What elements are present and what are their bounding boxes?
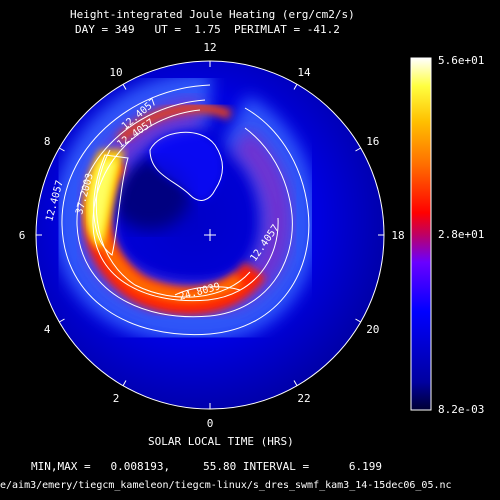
clock-label-6: 6 xyxy=(19,229,26,242)
clock-ticks xyxy=(36,61,384,409)
clock-label-18: 18 xyxy=(391,229,404,242)
clock-label-10: 10 xyxy=(109,66,122,79)
file-path: e/aim3/emery/tiegcm_kameleon/tiegcm-linu… xyxy=(0,480,452,491)
clock-tick xyxy=(355,147,361,152)
clock-tick xyxy=(59,147,65,152)
chart-subtitle: DAY = 349 UT = 1.75 PERIMLAT = -41.2 xyxy=(75,23,340,36)
clock-tick xyxy=(355,318,361,323)
clock-label-0: 0 xyxy=(207,417,214,430)
colorbar-min-label: 8.2e-03 xyxy=(438,403,485,416)
clock-tick xyxy=(293,380,298,386)
clock-label-12: 12 xyxy=(203,41,216,54)
center-cross xyxy=(204,229,216,241)
chart-title: Height-integrated Joule Heating (erg/cm2… xyxy=(70,8,355,21)
colorbar xyxy=(410,57,432,411)
clock-label-2: 2 xyxy=(113,392,120,405)
clock-label-20: 20 xyxy=(366,323,379,336)
stats-line: MIN,MAX = 0.008193, 55.80 INTERVAL = 6.1… xyxy=(31,460,382,473)
colorbar-max-label: 5.6e+01 xyxy=(438,54,485,67)
clock-tick xyxy=(122,84,127,90)
clock-labels: 12 14 16 18 20 22 0 2 4 6 8 10 xyxy=(19,41,405,430)
clock-label-4: 4 xyxy=(44,323,51,336)
clock-label-14: 14 xyxy=(297,66,311,79)
clock-label-16: 16 xyxy=(366,135,379,148)
clock-tick xyxy=(59,318,65,323)
contour-lines xyxy=(61,84,310,336)
clock-label-22: 22 xyxy=(297,392,310,405)
x-axis-label: SOLAR LOCAL TIME (HRS) xyxy=(148,435,294,448)
clock-label-8: 8 xyxy=(44,135,51,148)
clock-tick xyxy=(122,380,127,386)
colorbar-mid-label: 2.8e+01 xyxy=(438,228,485,241)
clock-tick xyxy=(293,84,298,90)
